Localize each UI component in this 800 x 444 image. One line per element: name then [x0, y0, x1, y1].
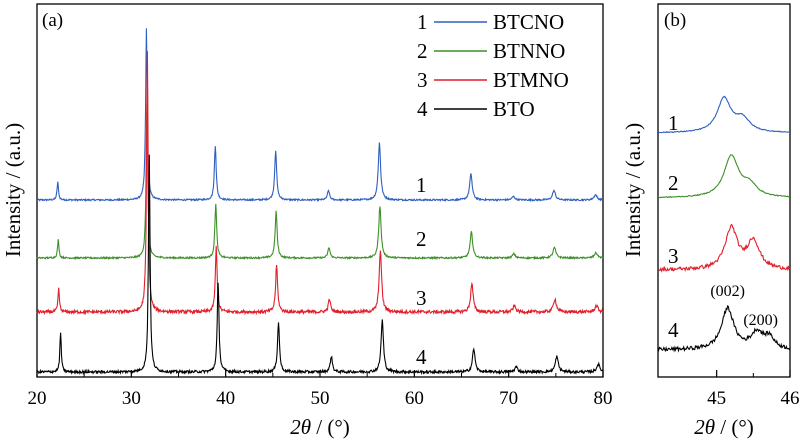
panel-b-series-1-line: [657, 95, 790, 134]
x-tick-label-20: 20: [28, 388, 47, 409]
panel-b-series-4-line: [657, 304, 791, 353]
panel-b-annotations: (002) (200): [710, 283, 778, 329]
series-BTNNO-line: [36, 104, 604, 261]
panel-b-trace-number-1: 1: [668, 111, 679, 135]
panel-b-x-ticks: 45 46: [707, 370, 800, 409]
legend-number-4: 4: [417, 97, 428, 121]
panel-b-annotation-1: (200): [743, 312, 778, 329]
x-tick-label-40: 40: [216, 388, 235, 409]
legend-label-BTCNO: BTCNO: [493, 10, 564, 34]
panel-a-trace-numbers: 1 2 3 4: [416, 173, 427, 369]
panel-b-label: (b): [664, 10, 686, 31]
trace-number-2: 2: [416, 227, 427, 251]
legend-number-3: 3: [417, 68, 428, 92]
panel-b-series-2-line: [657, 154, 791, 199]
legend-label-BTO: BTO: [493, 97, 535, 121]
trace-number-1: 1: [416, 173, 427, 197]
panel-a-label: (a): [42, 10, 63, 31]
panel-b-trace-numbers: 1 2 3 4: [668, 111, 679, 342]
x-tick-label-50: 50: [311, 388, 330, 409]
panel-b-traces: [657, 95, 791, 353]
x-tick-label-80: 80: [594, 388, 613, 409]
panel-b-x-axis-title: 2θ / (°): [694, 415, 754, 439]
legend: 1 BTCNO 2 BTNNO 3 BTMNO 4 BTO: [417, 10, 569, 121]
panel-b-series-3-line: [657, 223, 791, 273]
panel-b: 45 46 (b) 1 2 3 4 (002) (200) Intensity / (a.…: [621, 3, 800, 439]
panel-b-annotation-0: (002): [710, 283, 745, 300]
legend-label-BTNNO: BTNNO: [493, 39, 565, 63]
panel-b-trace-number-2: 2: [668, 171, 679, 195]
trace-number-3: 3: [416, 286, 427, 310]
panel-a: 20 30 40 50 60 70 80 (a) 1 BTCNO 2 BTNNO 3 BTMNO 4 BT…: [1, 3, 613, 439]
x-tick-label-70: 70: [499, 388, 518, 409]
x-tick-label-30: 30: [122, 388, 141, 409]
panel-b-frame: [657, 3, 791, 378]
panel-b-y-axis-title: Intensity / (a.u.): [621, 123, 645, 257]
panel-a-x-axis-title: 2θ / (°): [290, 415, 350, 439]
panel-a-y-axis-title: Intensity / (a.u.): [1, 123, 25, 257]
x-tick-label-60: 60: [405, 388, 424, 409]
panel-b-trace-number-3: 3: [668, 244, 679, 268]
trace-number-4: 4: [416, 345, 427, 369]
panel-b-trace-number-4: 4: [668, 318, 679, 342]
legend-number-1: 1: [417, 10, 428, 34]
series-BTCNO-line: [36, 28, 604, 203]
panel-a-x-ticks: 20 30 40 50 60 70 80: [28, 370, 613, 409]
legend-label-BTMNO: BTMNO: [493, 68, 569, 92]
series-BTO-line: [36, 154, 604, 376]
panel-b-x-tick-label-45: 45: [707, 388, 726, 409]
legend-number-2: 2: [417, 39, 428, 63]
series-BTMNO-line: [36, 51, 604, 316]
panel-b-x-tick-label-46: 46: [781, 388, 800, 409]
